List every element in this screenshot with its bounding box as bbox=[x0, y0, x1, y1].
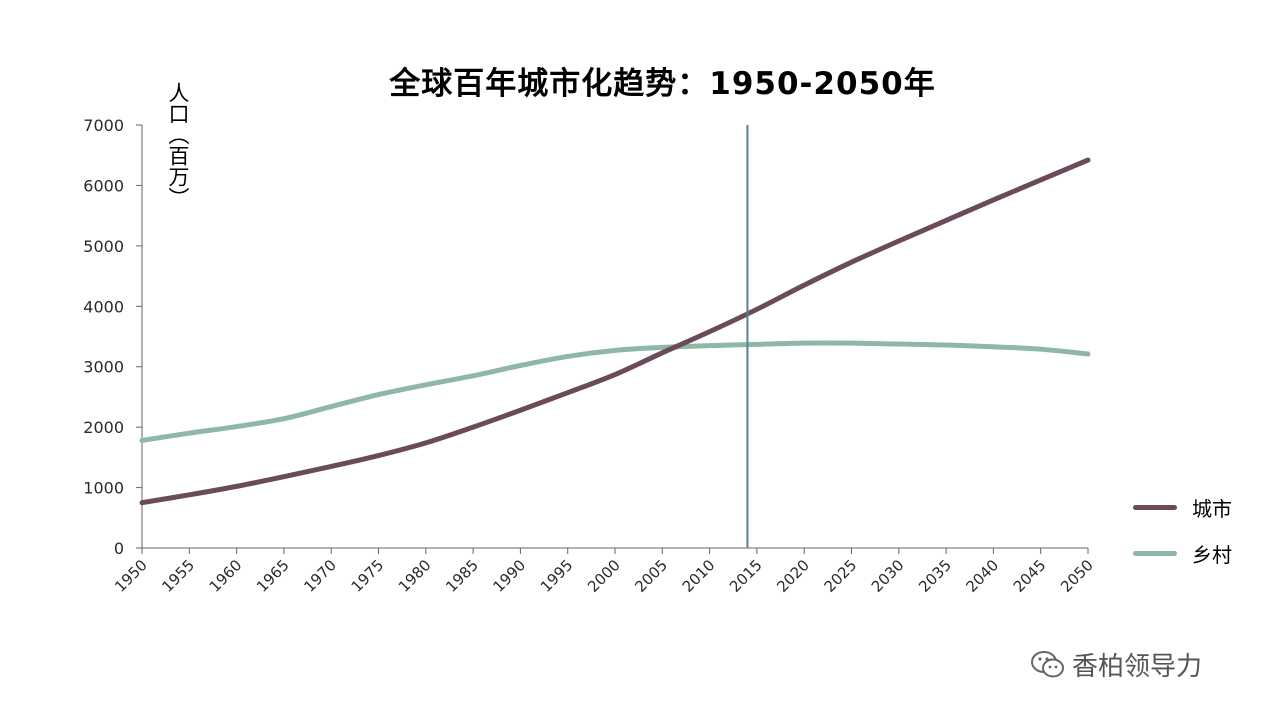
x-tick-label: 2045 bbox=[1010, 556, 1050, 596]
x-tick-label: 1965 bbox=[253, 556, 293, 596]
watermark: 香柏领导力 bbox=[1030, 646, 1202, 683]
x-tick-label: 1975 bbox=[348, 556, 388, 596]
legend-item-urban: 城市 bbox=[1133, 484, 1232, 530]
y-tick-label: 6000 bbox=[83, 176, 124, 195]
watermark-text: 香柏领导力 bbox=[1072, 652, 1203, 682]
legend-swatch-rural bbox=[1133, 550, 1177, 556]
x-tick-label: 2025 bbox=[821, 556, 861, 596]
y-tick-label: 1000 bbox=[83, 479, 124, 498]
legend-label-rural: 乡村 bbox=[1192, 542, 1232, 567]
wechat-icon bbox=[1031, 650, 1064, 677]
legend-item-rural: 乡村 bbox=[1133, 530, 1232, 576]
x-tick-label: 1995 bbox=[537, 556, 577, 596]
x-tick-label: 2035 bbox=[915, 556, 955, 596]
x-tick-label: 2000 bbox=[584, 556, 624, 596]
x-tick-label: 1950 bbox=[111, 556, 151, 596]
legend-swatch-urban bbox=[1133, 504, 1177, 510]
y-tick-label: 2000 bbox=[83, 418, 124, 437]
y-tick-label: 4000 bbox=[83, 297, 124, 316]
y-tick-label: 0 bbox=[114, 539, 124, 558]
x-tick-label: 1960 bbox=[206, 556, 246, 596]
x-tick-label: 1980 bbox=[395, 556, 435, 596]
x-tick-label: 1990 bbox=[489, 556, 529, 596]
legend-label-urban: 城市 bbox=[1192, 496, 1232, 521]
x-tick-label: 1970 bbox=[300, 556, 340, 596]
x-tick-label: 2005 bbox=[631, 556, 671, 596]
chart-title: 全球百年城市化趋势：1950-2050年 bbox=[389, 66, 936, 102]
y-axis-label: 人口（百万） bbox=[166, 82, 190, 208]
series-line-urban bbox=[139, 157, 1091, 506]
y-tick-label: 7000 bbox=[83, 116, 124, 135]
x-tick-label: 1955 bbox=[158, 556, 198, 596]
x-tick-label: 2015 bbox=[726, 556, 766, 596]
x-tick-label: 2050 bbox=[1057, 556, 1097, 596]
series-lines bbox=[139, 157, 1091, 506]
x-tick-label: 1985 bbox=[442, 556, 482, 596]
x-tick-label: 2020 bbox=[773, 556, 813, 596]
y-tick-label: 3000 bbox=[83, 358, 124, 377]
x-tick-label: 2040 bbox=[962, 556, 1002, 596]
x-tick-label: 2010 bbox=[679, 556, 719, 596]
x-tick-label: 2030 bbox=[868, 556, 908, 596]
legend: 城市 乡村 bbox=[1133, 484, 1232, 576]
axes bbox=[141, 125, 1088, 549]
series-line-rural bbox=[139, 340, 1091, 443]
y-tick-label: 5000 bbox=[83, 237, 124, 256]
